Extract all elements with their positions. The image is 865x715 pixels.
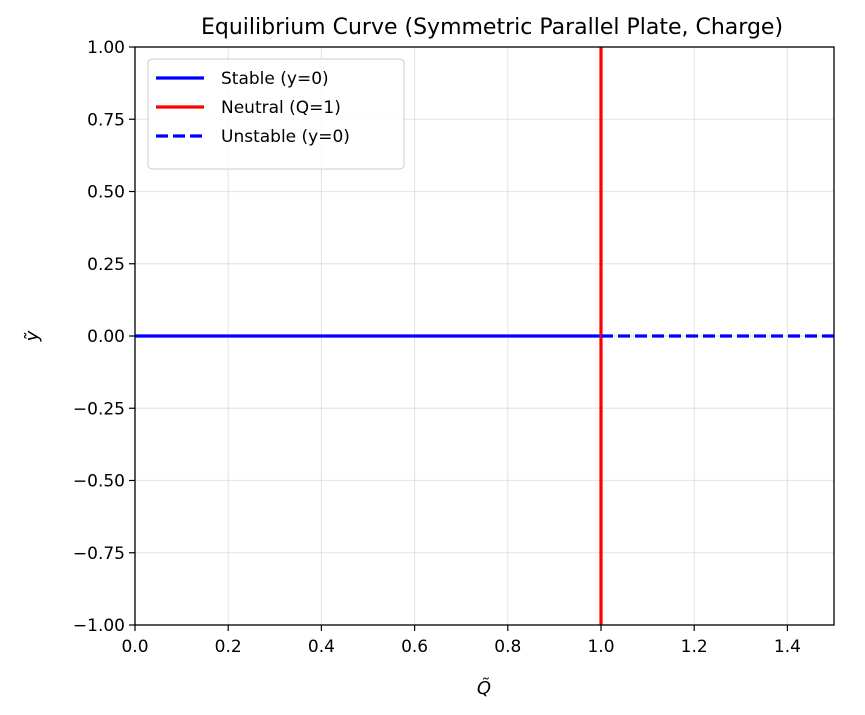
x-tick-label: 0.4 [308,637,335,657]
data-series [135,47,834,625]
y-tick-label: −0.50 [73,472,125,492]
x-tick-label: 1.0 [587,637,614,657]
legend: Stable (y=0) Neutral (Q=1) Unstable (y=0) [147,58,405,170]
y-axis-label: ỹ [22,330,43,342]
y-tick-label: 0.25 [87,255,125,275]
y-tick-label: 1.00 [87,38,125,58]
x-tick-label: 0.2 [215,637,242,657]
legend-label-2: Neutral (Q=1) [221,98,341,118]
legend-label-1: Stable (y=0) [221,69,329,89]
x-tick-label: 0.8 [494,637,521,657]
y-tick-label: −0.25 [73,399,125,419]
chart-title: Equilibrium Curve (Symmetric Parallel Pl… [201,15,783,40]
y-axis-ticks: 1.00 0.75 0.50 0.25 0.00 −0.25 −0.50 −0.75 −1.00 [73,38,135,636]
x-axis-label: Q̃ [477,678,491,699]
x-axis-ticks: 0.0 0.2 0.4 0.6 0.8 1.0 1.2 1.4 [121,625,801,657]
y-tick-label: 0.50 [87,183,125,203]
x-tick-label: 0.6 [401,637,428,657]
y-tick-label: −1.00 [73,616,125,636]
legend-label-3: Unstable (y=0) [221,127,350,147]
legend-frame [147,58,405,170]
x-tick-label: 0.0 [121,637,148,657]
x-tick-label: 1.2 [681,637,708,657]
x-tick-label: 1.4 [774,637,801,657]
y-tick-label: 0.75 [87,110,125,130]
y-tick-label: −0.75 [73,544,125,564]
y-tick-label: 0.00 [87,327,125,347]
